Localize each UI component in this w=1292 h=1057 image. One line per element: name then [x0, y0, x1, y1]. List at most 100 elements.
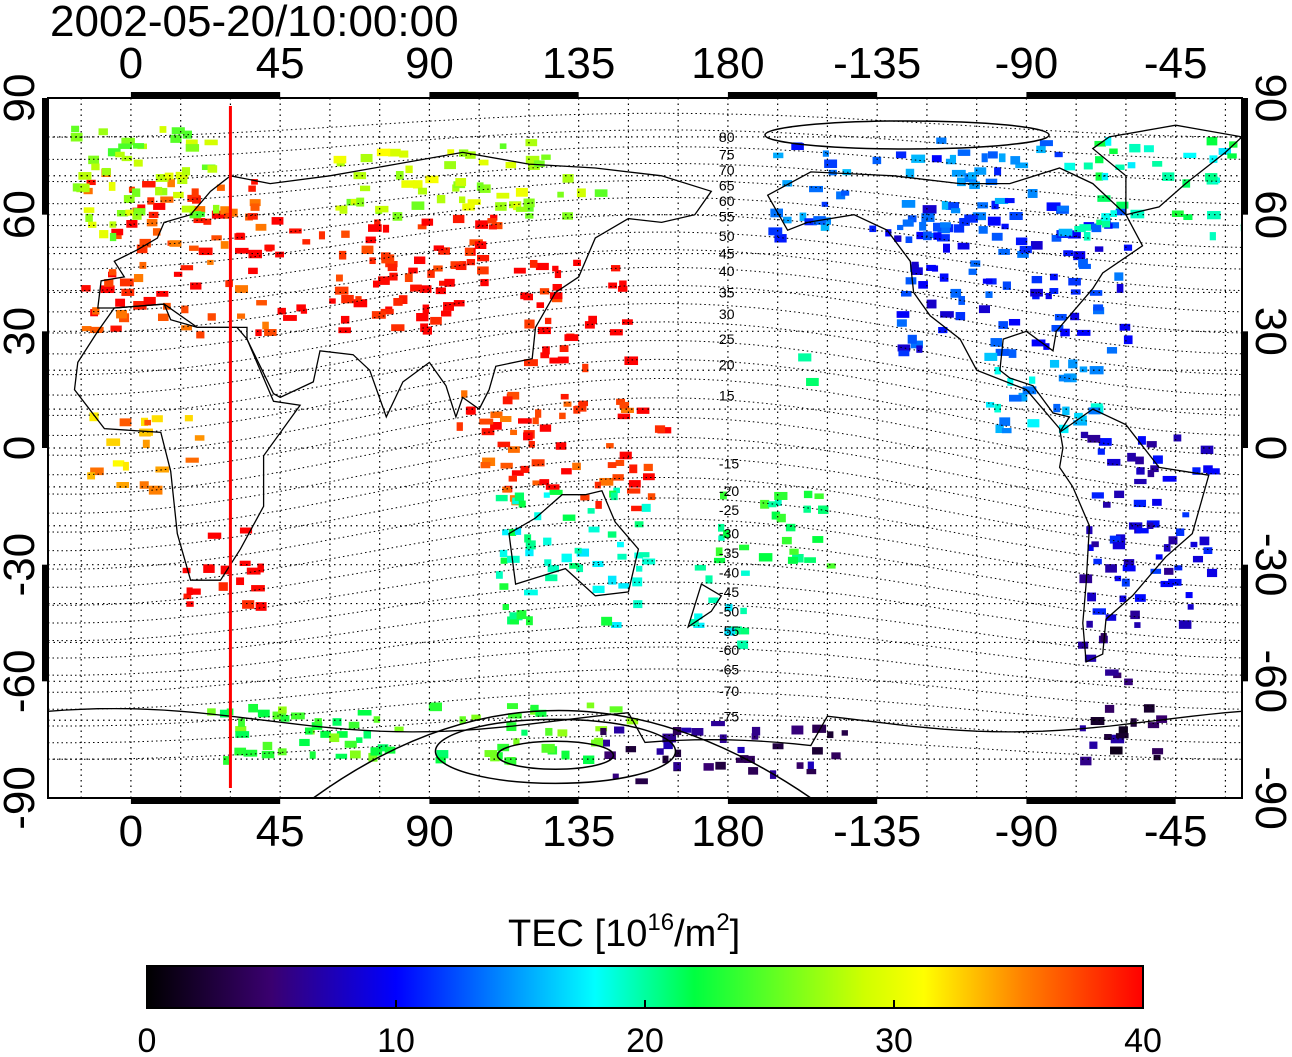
tec-cell — [1199, 536, 1210, 546]
tec-cell — [574, 547, 582, 554]
tec-cell — [1093, 304, 1104, 311]
tec-cell — [1118, 726, 1128, 735]
tec-cell — [916, 345, 923, 353]
x-tick-label-top: 90 — [405, 39, 454, 88]
tec-cell — [549, 357, 564, 364]
tec-cell — [584, 321, 595, 329]
tec-cell — [1093, 558, 1102, 565]
tec-cell — [901, 200, 916, 208]
tec-cell — [713, 557, 726, 564]
tec-cell — [479, 184, 491, 193]
tec-cell — [1002, 281, 1011, 290]
tec-cell — [387, 264, 398, 272]
tec-cell — [532, 480, 544, 486]
tec-cell — [937, 224, 950, 234]
tec-cell — [796, 762, 804, 769]
tec-cell — [1063, 250, 1074, 257]
tec-cell — [334, 286, 349, 295]
contour-label: 50 — [719, 228, 735, 244]
tec-cell — [90, 326, 104, 334]
tec-cell — [87, 472, 96, 480]
tec-cell — [586, 702, 595, 709]
tec-cell — [905, 277, 917, 285]
tec-cell — [365, 236, 376, 244]
tec-cell — [144, 419, 152, 426]
tec-cell — [812, 747, 823, 755]
tec-cell — [941, 201, 949, 210]
tec-cell — [916, 231, 927, 240]
tec-cell — [249, 199, 261, 207]
tec-cell — [186, 587, 193, 596]
y-tick-label-left: 60 — [0, 190, 44, 239]
tec-cell — [504, 757, 517, 765]
tec-cell — [603, 739, 611, 747]
tec-cell — [525, 155, 540, 164]
tec-cell — [636, 407, 650, 414]
tec-cell — [774, 234, 787, 243]
tec-cell — [977, 202, 989, 209]
border-band-right — [1242, 331, 1248, 448]
tec-cell — [1109, 535, 1121, 544]
border-band-bottom — [130, 798, 281, 804]
coastline — [686, 583, 723, 629]
tec-cell — [474, 241, 487, 249]
tec-cell — [791, 725, 804, 735]
tec-cell — [518, 418, 532, 424]
tec-cell — [634, 552, 643, 559]
tec-cell — [1090, 717, 1105, 726]
tec-cell — [576, 564, 584, 573]
tec-cell — [132, 143, 145, 149]
tec-cell — [353, 299, 368, 308]
tec-cell — [235, 247, 249, 254]
contour-label: -55 — [719, 623, 739, 639]
tec-cell — [110, 325, 122, 332]
tec-cell — [236, 232, 245, 240]
tec-cell — [735, 757, 747, 763]
x-tick-label-bottom: 180 — [691, 807, 764, 856]
x-tick-label-bottom: -45 — [1144, 807, 1208, 856]
tec-cell — [969, 181, 980, 190]
tec-cell — [1004, 198, 1015, 204]
tec-cell — [911, 154, 926, 163]
tec-cell — [156, 290, 169, 297]
tec-cell — [207, 259, 214, 265]
tec-cell — [304, 727, 313, 735]
tec-cell — [447, 149, 455, 155]
tec-cell — [1092, 608, 1106, 615]
tec-cell — [1209, 155, 1218, 163]
tec-cell — [610, 492, 618, 501]
tec-cell — [507, 391, 520, 400]
tec-cell — [121, 137, 135, 146]
tec-cell — [774, 491, 788, 500]
tec-cell — [506, 555, 520, 563]
tec-cell — [1205, 173, 1218, 182]
tec-cell — [430, 316, 442, 325]
tec-cell — [1078, 641, 1089, 649]
tec-cell — [502, 396, 513, 405]
tec-cell — [681, 727, 692, 733]
tec-cell — [280, 715, 290, 722]
contour-label: 15 — [719, 388, 735, 404]
tec-cell — [502, 486, 512, 493]
tec-cell — [72, 183, 80, 192]
tec-cell — [831, 752, 841, 760]
coastline — [97, 151, 713, 419]
tec-cell — [1094, 246, 1104, 252]
tec-cell — [132, 211, 142, 220]
tec-cell — [502, 529, 509, 536]
tec-cell — [355, 296, 362, 302]
magnetic-contour — [48, 302, 1242, 376]
south-polar-contour-outer — [312, 709, 812, 798]
tec-cell — [1091, 492, 1104, 499]
tec-cell — [1080, 431, 1089, 439]
tec-cell — [905, 168, 915, 178]
tec-cell — [139, 428, 153, 436]
tec-cell — [255, 602, 267, 611]
tec-cell — [604, 751, 616, 760]
tec-cell — [580, 494, 590, 501]
tec-cell — [1029, 376, 1036, 384]
contour-label: 30 — [719, 306, 735, 322]
tec-cell — [1174, 565, 1183, 571]
tec-cell — [542, 346, 550, 355]
tec-cell — [551, 296, 563, 303]
